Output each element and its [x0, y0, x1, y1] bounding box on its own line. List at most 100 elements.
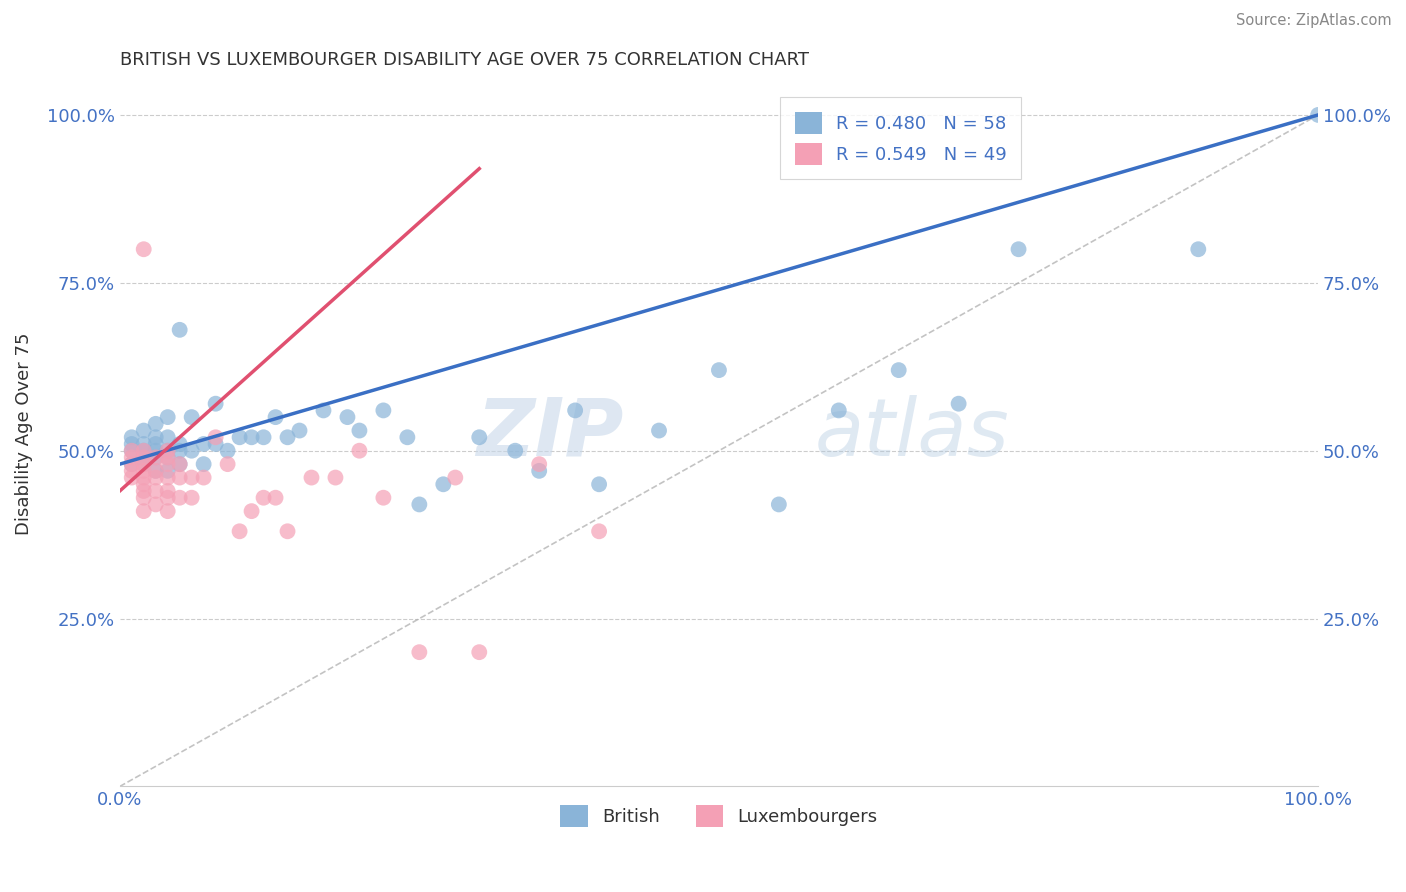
Point: [169, 457, 191, 471]
Point: [145, 470, 167, 484]
Point: [132, 242, 155, 256]
Text: atlas: atlas: [815, 395, 1010, 473]
Point: [193, 437, 215, 451]
Y-axis label: Disability Age Over 75: Disability Age Over 75: [15, 333, 32, 535]
Point: [169, 323, 191, 337]
Point: [156, 464, 179, 478]
Point: [217, 443, 239, 458]
Point: [132, 450, 155, 465]
Point: [145, 450, 167, 465]
Point: [240, 430, 263, 444]
Point: [468, 645, 491, 659]
Point: [887, 363, 910, 377]
Point: [156, 450, 179, 465]
Point: [373, 403, 395, 417]
Point: [336, 410, 359, 425]
Point: [564, 403, 586, 417]
Point: [132, 437, 155, 451]
Point: [145, 437, 167, 451]
Text: ZIP: ZIP: [475, 395, 623, 473]
Point: [156, 450, 179, 465]
Point: [349, 443, 371, 458]
Text: BRITISH VS LUXEMBOURGER DISABILITY AGE OVER 75 CORRELATION CHART: BRITISH VS LUXEMBOURGER DISABILITY AGE O…: [120, 51, 808, 69]
Point: [180, 491, 202, 505]
Point: [1007, 242, 1029, 256]
Point: [1187, 242, 1209, 256]
Point: [408, 498, 430, 512]
Point: [217, 457, 239, 471]
Point: [503, 443, 526, 458]
Point: [204, 437, 226, 451]
Point: [468, 430, 491, 444]
Point: [132, 483, 155, 498]
Point: [145, 483, 167, 498]
Point: [204, 430, 226, 444]
Point: [828, 403, 851, 417]
Point: [156, 470, 179, 484]
Point: [169, 437, 191, 451]
Point: [264, 491, 287, 505]
Point: [349, 424, 371, 438]
Point: [228, 430, 250, 444]
Point: [156, 443, 179, 458]
Point: [301, 470, 323, 484]
Point: [156, 491, 179, 505]
Point: [948, 397, 970, 411]
Point: [180, 470, 202, 484]
Point: [132, 504, 155, 518]
Point: [132, 424, 155, 438]
Point: [156, 483, 179, 498]
Point: [527, 464, 550, 478]
Point: [132, 457, 155, 471]
Point: [588, 524, 610, 539]
Point: [707, 363, 730, 377]
Point: [527, 457, 550, 471]
Point: [121, 457, 143, 471]
Point: [132, 443, 155, 458]
Point: [373, 491, 395, 505]
Point: [156, 410, 179, 425]
Point: [121, 443, 143, 458]
Point: [121, 430, 143, 444]
Point: [121, 450, 143, 465]
Point: [121, 457, 143, 471]
Point: [145, 443, 167, 458]
Point: [264, 410, 287, 425]
Point: [193, 470, 215, 484]
Point: [240, 504, 263, 518]
Text: Source: ZipAtlas.com: Source: ZipAtlas.com: [1236, 13, 1392, 29]
Point: [145, 464, 167, 478]
Point: [132, 457, 155, 471]
Point: [180, 443, 202, 458]
Point: [145, 464, 167, 478]
Point: [156, 504, 179, 518]
Point: [132, 491, 155, 505]
Point: [132, 464, 155, 478]
Point: [408, 645, 430, 659]
Point: [169, 491, 191, 505]
Point: [121, 470, 143, 484]
Point: [121, 464, 143, 478]
Point: [156, 430, 179, 444]
Point: [169, 457, 191, 471]
Point: [1308, 108, 1330, 122]
Point: [432, 477, 454, 491]
Point: [325, 470, 347, 484]
Point: [169, 470, 191, 484]
Point: [648, 424, 671, 438]
Point: [121, 443, 143, 458]
Point: [252, 491, 274, 505]
Point: [276, 430, 298, 444]
Point: [396, 430, 419, 444]
Point: [444, 470, 467, 484]
Point: [145, 498, 167, 512]
Point: [132, 443, 155, 458]
Point: [121, 437, 143, 451]
Point: [228, 524, 250, 539]
Point: [156, 457, 179, 471]
Point: [132, 470, 155, 484]
Point: [588, 477, 610, 491]
Point: [180, 410, 202, 425]
Point: [145, 450, 167, 465]
Point: [132, 477, 155, 491]
